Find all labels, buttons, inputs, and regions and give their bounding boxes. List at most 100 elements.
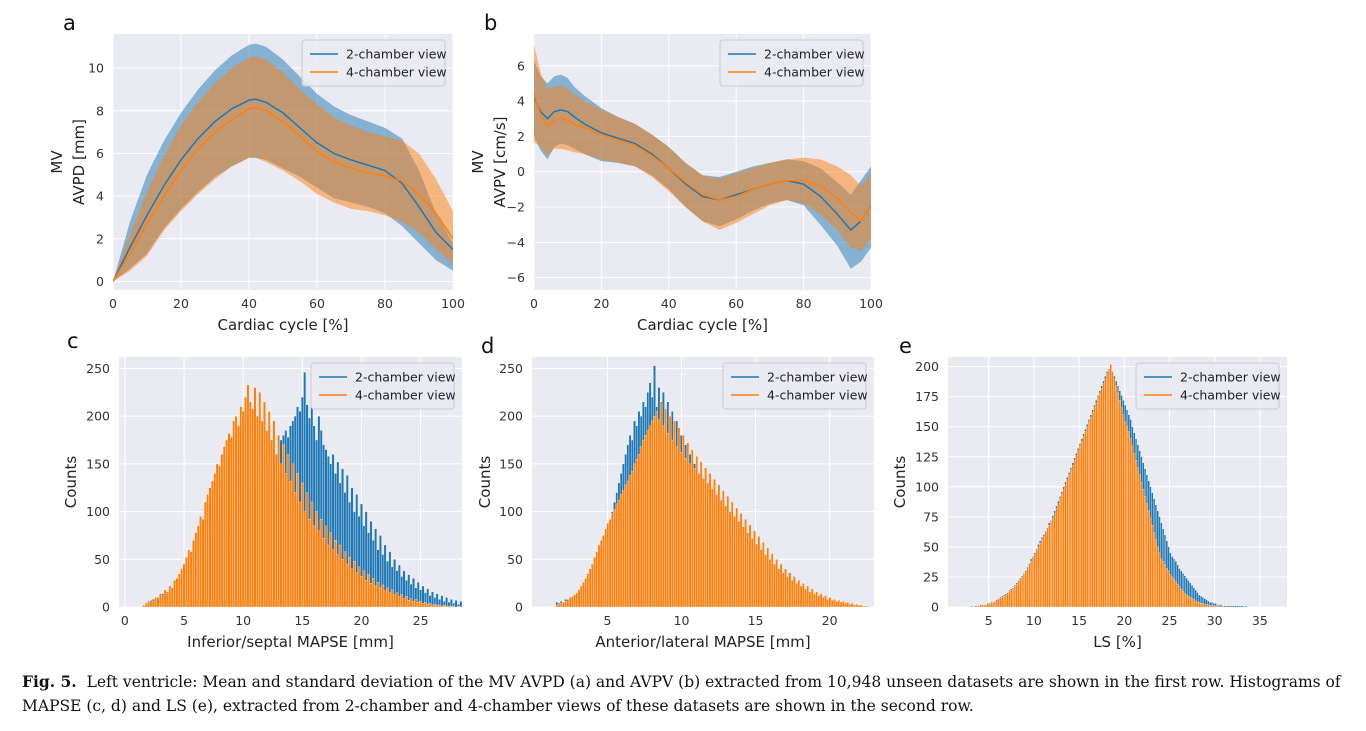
x-axis-label: Anterior/lateral MAPSE [mm] bbox=[595, 633, 810, 650]
histogram-bar-4ch bbox=[644, 435, 647, 607]
histogram-bar-4ch bbox=[704, 467, 707, 607]
histogram-bar-4ch bbox=[1191, 598, 1194, 607]
histogram-bar-4ch bbox=[857, 604, 861, 607]
histogram-bar-4ch bbox=[1113, 378, 1116, 607]
histogram-bar-4ch bbox=[799, 585, 803, 607]
histogram-bar-4ch bbox=[421, 603, 425, 607]
histogram-bar-2ch bbox=[476, 606, 478, 607]
histogram-bar-4ch bbox=[1165, 568, 1168, 607]
x-tick-label: 100 bbox=[441, 296, 465, 311]
histogram-bar-4ch bbox=[180, 568, 184, 607]
plot-area bbox=[142, 372, 483, 607]
y-tick-label: 2 bbox=[96, 231, 104, 246]
histogram-bar-4ch bbox=[1035, 550, 1038, 607]
y-axis-label: AVPD [mm] bbox=[70, 119, 88, 205]
y-tick-label: 175 bbox=[915, 389, 939, 404]
plot-area bbox=[113, 43, 453, 282]
histogram-bar-4ch bbox=[1006, 593, 1009, 607]
histogram-bar-4ch bbox=[779, 563, 783, 607]
histogram-bar-4ch bbox=[322, 538, 325, 607]
y-tick-label: 25 bbox=[923, 569, 939, 584]
histogram-bar-4ch bbox=[438, 604, 441, 607]
histogram-bar-4ch bbox=[722, 490, 725, 607]
histogram-bar-4ch bbox=[173, 580, 176, 607]
histogram-bar-4ch bbox=[735, 507, 738, 607]
x-tick-label: 25 bbox=[1162, 613, 1178, 628]
legend: 2-chamber view 4-chamber view bbox=[301, 39, 447, 87]
histogram-bar-4ch bbox=[819, 593, 823, 607]
histogram-bar-4ch bbox=[564, 601, 567, 607]
histogram-bar-4ch bbox=[631, 471, 634, 607]
histogram-bar-4ch bbox=[1001, 597, 1004, 607]
histogram-bar-4ch bbox=[246, 384, 250, 607]
histogram-bar-2ch bbox=[461, 604, 462, 607]
histogram-bar-4ch bbox=[1109, 364, 1112, 607]
histogram-bar-4ch bbox=[677, 427, 681, 607]
histogram-bar-4ch bbox=[810, 588, 814, 607]
histogram-bar-4ch bbox=[1134, 460, 1138, 607]
histogram-bar-4ch bbox=[1089, 416, 1092, 607]
mean-line-4ch bbox=[113, 106, 453, 282]
x-tick-label: 35 bbox=[1252, 613, 1268, 628]
legend-box bbox=[301, 39, 446, 87]
histogram-bar-4ch bbox=[675, 446, 678, 607]
histogram-bar-4ch bbox=[1120, 407, 1123, 607]
x-tick-label: 10 bbox=[235, 613, 251, 628]
y-tick-label: 150 bbox=[86, 456, 110, 471]
histogram-bar-4ch bbox=[1115, 385, 1118, 607]
histogram-bar-4ch bbox=[393, 594, 396, 607]
histogram-bar-4ch bbox=[1062, 489, 1065, 607]
histogram-bar-4ch bbox=[428, 603, 432, 607]
histogram-bar-4ch bbox=[1040, 539, 1044, 607]
histogram-bar-4ch bbox=[808, 591, 812, 607]
histogram-bar-4ch bbox=[147, 602, 150, 607]
histogram-bar-4ch bbox=[196, 525, 200, 607]
histogram-bar-4ch bbox=[277, 435, 281, 607]
histogram-bar-4ch bbox=[1178, 586, 1181, 607]
histogram-bar-4ch bbox=[187, 549, 191, 607]
histogram-bar-4ch bbox=[555, 604, 559, 607]
x-tick-label: 5 bbox=[180, 613, 188, 628]
histogram-bar-4ch bbox=[766, 547, 770, 607]
histogram-bar-4ch bbox=[244, 396, 247, 607]
y-tick-label: 250 bbox=[499, 361, 523, 376]
x-tick-label: 20 bbox=[354, 613, 370, 628]
histogram-bar-2ch bbox=[1223, 605, 1226, 607]
histogram-bar-4ch bbox=[1187, 596, 1190, 607]
histogram-bar-4ch bbox=[990, 603, 993, 607]
histogram-bar-2ch bbox=[481, 606, 483, 607]
histogram-bar-4ch bbox=[416, 602, 420, 607]
legend-label-2ch: 2-chamber view bbox=[346, 47, 447, 62]
histogram-bar-4ch bbox=[750, 538, 754, 607]
histogram-bar-4ch bbox=[431, 604, 434, 607]
y-tick-label: 100 bbox=[499, 504, 523, 519]
plot-area bbox=[534, 44, 871, 269]
histogram-bar-4ch bbox=[189, 551, 193, 607]
histogram-bar-4ch bbox=[824, 595, 827, 607]
histogram-bar-4ch bbox=[730, 501, 734, 607]
histogram-bar-4ch bbox=[855, 603, 858, 607]
histogram-bar-4ch bbox=[1196, 602, 1199, 607]
histogram-bar-4ch bbox=[591, 563, 594, 607]
y-tick-label: 150 bbox=[499, 456, 523, 471]
histogram-bar-4ch bbox=[1012, 588, 1015, 607]
legend-box bbox=[310, 362, 455, 410]
std-band-4ch bbox=[113, 56, 453, 282]
histogram-bar-4ch bbox=[839, 602, 843, 607]
histogram-bar-4ch bbox=[599, 540, 603, 607]
histogram-bar-4ch bbox=[400, 594, 404, 607]
y-tick-label: 4 bbox=[96, 189, 104, 204]
histogram-bar-4ch bbox=[343, 551, 347, 607]
histogram-bar-4ch bbox=[717, 484, 721, 607]
histogram-bar-4ch bbox=[981, 604, 984, 607]
histogram-bar-4ch bbox=[835, 601, 838, 607]
histogram-bar-4ch bbox=[699, 461, 703, 607]
histogram-bar-4ch bbox=[1185, 594, 1188, 607]
histogram-bar-4ch bbox=[579, 585, 583, 607]
panel-a: 0 20 40 60 80 100 0 2 4 6 8 10 Cardiac cycle [%] MV AV… bbox=[48, 11, 465, 334]
histogram-bar-4ch bbox=[559, 603, 563, 607]
histogram-bar-4ch bbox=[826, 599, 829, 607]
histogram-bar-4ch bbox=[784, 568, 787, 607]
x-tick-label: 40 bbox=[661, 296, 677, 311]
histogram-bar-4ch bbox=[626, 480, 630, 607]
